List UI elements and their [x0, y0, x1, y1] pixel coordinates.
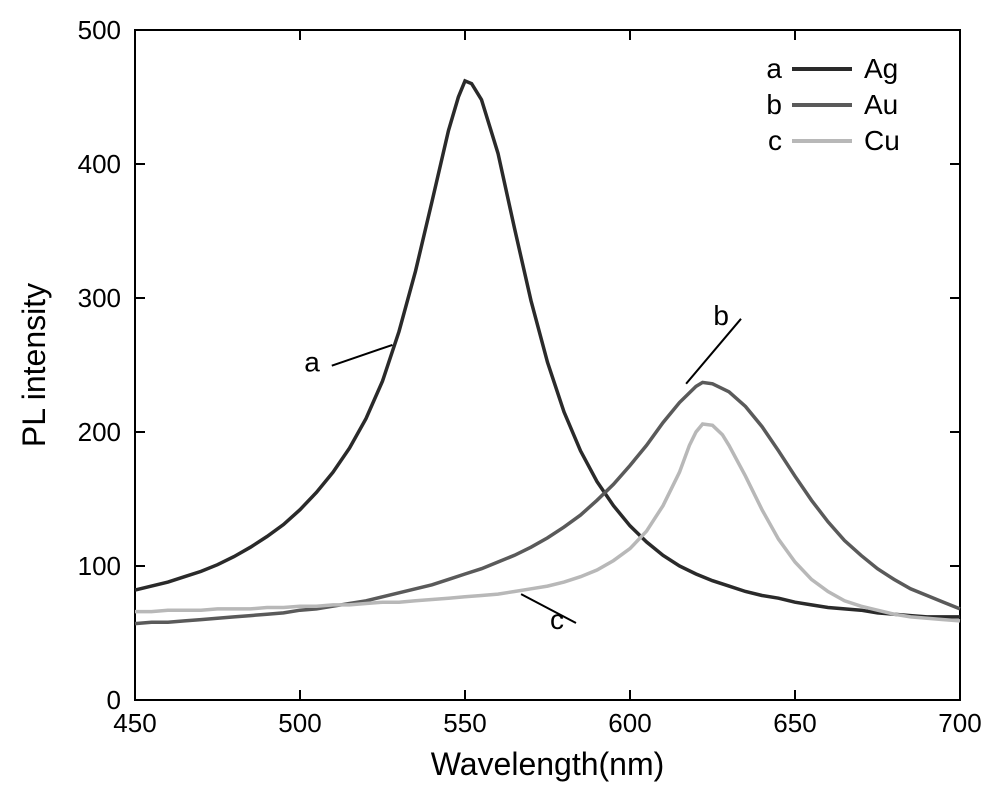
x-axis-label: Wavelength(nm) — [431, 746, 665, 782]
y-tick-label: 100 — [78, 551, 121, 581]
chart-svg: 4505005506006507000100200300400500Wavele… — [0, 0, 1000, 802]
legend-label-au: Au — [864, 89, 898, 120]
x-tick-label: 550 — [443, 708, 486, 738]
y-tick-label: 500 — [78, 15, 121, 45]
series-cu — [135, 424, 960, 621]
legend-prefix-au: b — [766, 89, 782, 120]
y-tick-label: 0 — [107, 685, 121, 715]
y-tick-label: 400 — [78, 149, 121, 179]
curve-label-a: a — [304, 347, 320, 378]
curve-label-c: c — [550, 604, 564, 635]
x-tick-label: 600 — [608, 708, 651, 738]
legend-label-cu: Cu — [864, 125, 900, 156]
pl-intensity-chart: 4505005506006507000100200300400500Wavele… — [0, 0, 1000, 802]
curve-label-pointer-a — [332, 345, 393, 366]
x-tick-label: 500 — [278, 708, 321, 738]
legend-prefix-ag: a — [766, 53, 782, 84]
legend-prefix-cu: c — [768, 125, 782, 156]
y-axis-label: PL intensity — [16, 283, 52, 447]
legend-label-ag: Ag — [864, 53, 898, 84]
curve-label-b: b — [713, 300, 729, 331]
y-tick-label: 300 — [78, 283, 121, 313]
curve-label-pointer-c — [521, 594, 576, 623]
x-tick-label: 700 — [938, 708, 981, 738]
x-tick-label: 650 — [773, 708, 816, 738]
y-tick-label: 200 — [78, 417, 121, 447]
